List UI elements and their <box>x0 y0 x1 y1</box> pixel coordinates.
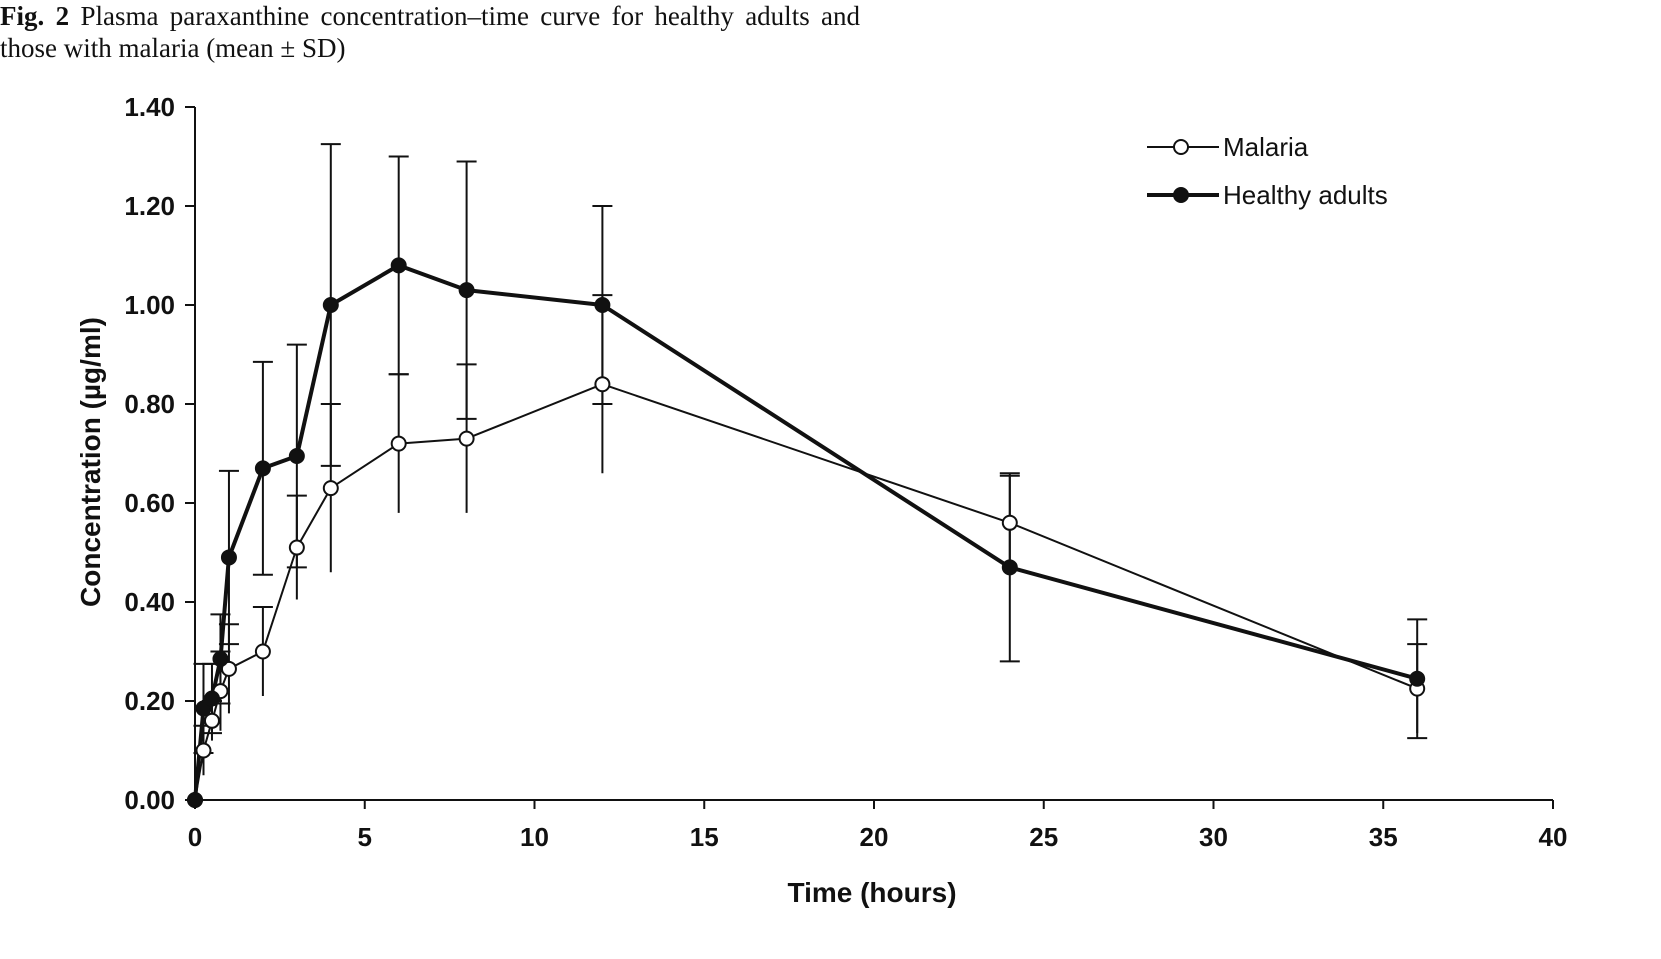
y-tick-label: 0.40 <box>124 587 175 617</box>
healthy-data-point <box>254 460 271 477</box>
healthy-data-point <box>220 549 237 566</box>
y-tick-label: 1.40 <box>124 92 175 122</box>
y-tick-label: 1.00 <box>124 290 175 320</box>
series-points <box>187 257 1426 808</box>
malaria-data-point <box>390 435 407 452</box>
healthy-data-point <box>594 297 611 313</box>
y-tick-label: 0.80 <box>124 389 175 419</box>
malaria-data-point <box>203 712 220 729</box>
malaria-data-point <box>458 430 475 447</box>
healthy-legend-label: Healthy adults <box>1223 180 1388 210</box>
figure-caption-text: Plasma paraxanthine concentration–time c… <box>0 1 861 63</box>
malaria-legend-label: Malaria <box>1223 132 1309 162</box>
x-tick-label: 10 <box>520 822 549 852</box>
y-axis-title: Concentration (µg/ml) <box>75 317 106 607</box>
x-tick-label: 35 <box>1369 822 1398 852</box>
x-tick-label: 30 <box>1199 822 1228 852</box>
healthy-data-point <box>1001 559 1018 576</box>
healthy-data-point <box>203 690 220 707</box>
figure-caption: Fig. 2 Plasma paraxanthine concentration… <box>0 0 860 64</box>
y-tick-label: 1.20 <box>124 191 175 221</box>
x-tick-label: 40 <box>1539 822 1568 852</box>
healthy-data-point <box>288 447 305 464</box>
healthy-data-point <box>1409 670 1426 687</box>
chart-axes: 0 5 10 15 20 25 30 35 40 0.00 0.20 0.40 0.60 0.80 1.00… <box>124 92 1567 852</box>
malaria-data-point <box>220 660 237 677</box>
x-tick-label: 25 <box>1029 822 1058 852</box>
y-tick-label: 0.00 <box>124 785 175 815</box>
x-tick-label: 15 <box>690 822 719 852</box>
figure-label: Fig. 2 <box>0 1 70 31</box>
malaria-data-point <box>1001 514 1018 531</box>
malaria-data-point <box>594 376 611 393</box>
x-tick-label: 20 <box>860 822 889 852</box>
malaria-data-point <box>288 539 305 556</box>
healthy-data-point <box>458 282 475 299</box>
healthy-data-point <box>187 792 203 808</box>
series-lines <box>193 263 1418 801</box>
healthy-series-line <box>193 263 1418 801</box>
y-tick-label: 0.60 <box>124 488 175 518</box>
healthy-data-point <box>212 650 229 667</box>
y-tick-label: 0.20 <box>124 686 175 716</box>
x-tick-label: 5 <box>358 822 372 852</box>
healthy-legend-marker <box>1173 187 1189 203</box>
malaria-series-line <box>194 383 1418 801</box>
malaria-data-point <box>195 742 212 759</box>
malaria-data-point <box>322 480 339 497</box>
error-bars <box>193 143 1428 776</box>
x-axis-title: Time (hours) <box>787 877 956 908</box>
chart-legend: Malaria Healthy adults <box>1147 132 1388 210</box>
x-tick-label: 0 <box>188 822 202 852</box>
healthy-data-point <box>322 297 339 313</box>
malaria-legend-marker <box>1173 139 1189 155</box>
healthy-data-point <box>195 700 212 717</box>
malaria-data-point <box>254 643 271 660</box>
healthy-data-point <box>390 257 407 274</box>
